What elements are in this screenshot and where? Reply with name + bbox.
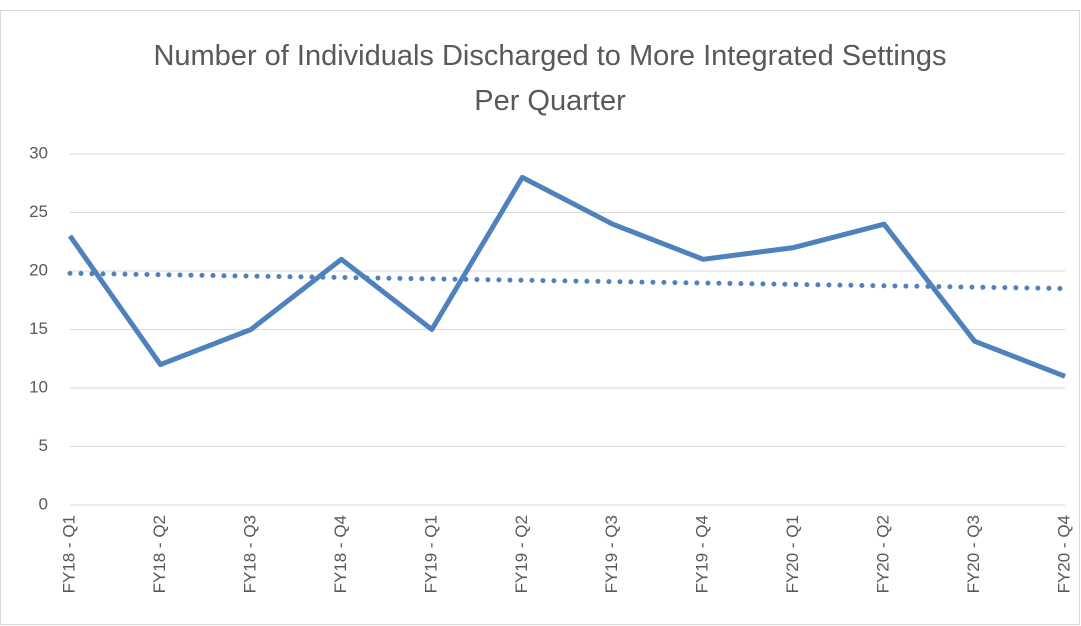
chart-frame — [0, 10, 1080, 625]
x-tick-label: FY18 - Q3 — [240, 515, 259, 593]
x-tick-label: FY20 - Q3 — [964, 515, 983, 593]
x-tick-label: FY20 - Q1 — [783, 515, 802, 593]
x-tick-label: FY20 - Q4 — [1054, 515, 1073, 593]
x-tick-label: FY18 - Q1 — [59, 515, 78, 593]
x-tick-label: FY18 - Q2 — [150, 515, 169, 593]
x-tick-label: FY19 - Q2 — [512, 515, 531, 593]
y-tick-label: 0 — [39, 494, 48, 513]
y-tick-label: 20 — [29, 260, 48, 279]
y-tick-label: 25 — [29, 202, 48, 221]
chart-title: Number of Individuals Discharged to More… — [153, 40, 947, 117]
trendline — [67, 270, 1068, 292]
data-line — [67, 174, 1066, 379]
x-tick-label: FY18 - Q4 — [331, 515, 350, 593]
x-tick-label: FY19 - Q1 — [421, 515, 440, 593]
y-tick-label: 5 — [39, 436, 48, 455]
y-tick-label: 15 — [29, 319, 48, 338]
x-tick-label: FY19 - Q3 — [602, 515, 621, 593]
y-tick-label: 10 — [29, 377, 48, 396]
x-tick-label: FY19 - Q4 — [693, 515, 712, 593]
y-tick-label: 30 — [29, 143, 48, 162]
x-tick-label: FY20 - Q2 — [874, 515, 893, 593]
